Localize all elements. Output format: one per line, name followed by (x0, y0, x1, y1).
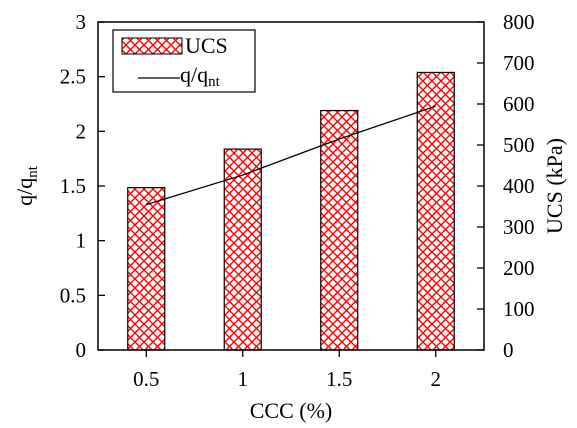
left-axis-title-sub: nt (25, 165, 41, 178)
right-tick-label: 0 (503, 338, 514, 362)
left-axis: 0 0.5 1 1.5 2 2.5 3 (60, 10, 105, 362)
left-tick-label: 2 (76, 119, 87, 143)
legend-label-line-sub: nt (208, 74, 221, 90)
right-tick-label: 500 (503, 133, 535, 157)
right-tick-label: 800 (503, 10, 535, 34)
legend-label-line-main: q/q (180, 62, 208, 87)
x-tick-label: 1.5 (326, 367, 352, 391)
line-series (146, 105, 436, 206)
right-axis: 0 100 200 300 400 500 600 700 800 (477, 10, 535, 362)
right-tick-label: 300 (503, 215, 535, 239)
bars-group (127, 71, 455, 351)
left-tick-label: 3 (76, 10, 87, 34)
x-tick-label: 2 (431, 367, 442, 391)
right-tick-label: 700 (503, 51, 535, 75)
right-tick-label: 200 (503, 256, 535, 280)
legend: UCS q/qnt (112, 29, 256, 93)
legend-swatch-ucs (121, 37, 183, 55)
x-axis-title: CCC (%) (250, 398, 333, 423)
left-tick-label: 1.5 (60, 174, 86, 198)
x-tick-label: 0.5 (133, 367, 159, 391)
right-tick-label: 400 (503, 174, 535, 198)
bar-1 (223, 148, 262, 351)
left-tick-label: 0 (76, 338, 87, 362)
bar-0.5 (127, 187, 166, 351)
line-group (146, 105, 436, 206)
legend-label-ucs: UCS (185, 33, 228, 58)
x-tick-label: 1 (238, 367, 249, 391)
legend-label-line: q/qnt (180, 62, 221, 90)
x-axis: 0.5 1 1.5 2 (133, 350, 441, 391)
right-axis-title: UCS (kPa) (542, 138, 567, 234)
right-tick-label: 100 (503, 297, 535, 321)
bar-1.5 (320, 109, 359, 351)
left-axis-title-main: q/q (12, 178, 37, 206)
right-tick-label: 600 (503, 92, 535, 116)
left-tick-label: 0.5 (60, 283, 86, 307)
left-axis-title: q/qnt (12, 165, 41, 206)
bar-2 (416, 71, 455, 351)
left-tick-label: 1 (76, 229, 87, 253)
left-tick-label: 2.5 (60, 65, 86, 89)
